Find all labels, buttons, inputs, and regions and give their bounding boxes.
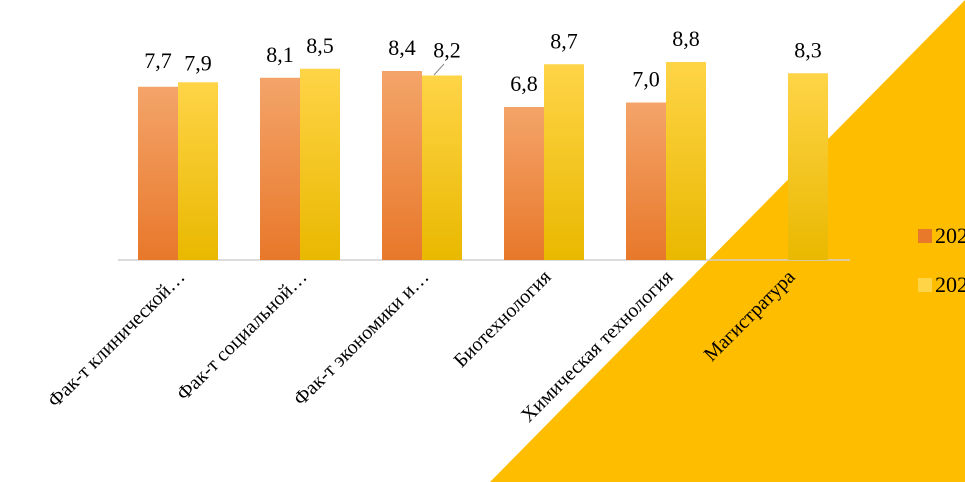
data-label-2025-3: 6,8 [510, 71, 538, 96]
data-label-2025-4: 7,0 [632, 67, 660, 92]
background-triangle [490, 0, 965, 482]
bar-2025-0 [138, 86, 178, 260]
category-tick-label-1: Фак-т социальной… [172, 266, 311, 405]
bar-2026-2 [422, 75, 462, 260]
legend-swatch-2025 [918, 229, 932, 243]
category-tick-label-2: Фак-т экономики и… [289, 266, 433, 410]
data-label-2026-0: 7,9 [184, 50, 212, 75]
chart-title [0, 0, 965, 14]
bar-2026-0 [178, 82, 218, 260]
bar-2026-5 [788, 73, 828, 260]
legend: 2025 2026 [918, 222, 965, 320]
bar-2026-1 [300, 68, 340, 260]
data-label-2026-2: 8,2 [433, 38, 461, 63]
legend-swatch-2026 [918, 278, 932, 292]
label-leader-line [433, 63, 445, 76]
legend-label-2026: 2026 [935, 272, 965, 297]
data-label-2026-5: 8,3 [794, 37, 822, 62]
bar-2025-1 [260, 77, 300, 260]
legend-item-2025: 2025 [918, 222, 965, 250]
data-label-2026-3: 8,7 [550, 28, 578, 53]
category-tick-label-0: Фак-т клинической… [44, 266, 190, 412]
data-label-2026-4: 8,8 [672, 26, 700, 51]
bar-2025-3 [504, 107, 544, 260]
bar-2025-4 [626, 102, 666, 260]
data-label-2025-2: 8,4 [388, 35, 416, 60]
data-label-2026-1: 8,5 [306, 33, 334, 58]
bar-2026-4 [666, 62, 706, 260]
bar-2026-3 [544, 64, 584, 260]
data-label-2025-0: 7,7 [144, 48, 172, 73]
bar-2025-2 [382, 71, 422, 260]
legend-item-2026: 2026 [918, 271, 965, 299]
legend-label-2025: 2025 [935, 223, 965, 248]
data-label-2025-1: 8,1 [266, 42, 294, 67]
category-tick-label-3: Биотехнология [450, 266, 556, 372]
